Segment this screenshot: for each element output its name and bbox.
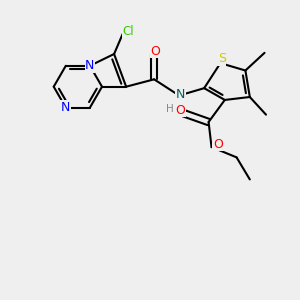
- Text: H: H: [167, 104, 174, 114]
- Text: O: O: [175, 104, 185, 117]
- Text: N: N: [61, 101, 70, 114]
- Text: S: S: [218, 52, 226, 65]
- Text: N: N: [85, 59, 94, 72]
- Text: Cl: Cl: [122, 26, 134, 38]
- Text: O: O: [151, 45, 160, 58]
- Text: O: O: [213, 138, 223, 151]
- Text: N: N: [176, 88, 185, 100]
